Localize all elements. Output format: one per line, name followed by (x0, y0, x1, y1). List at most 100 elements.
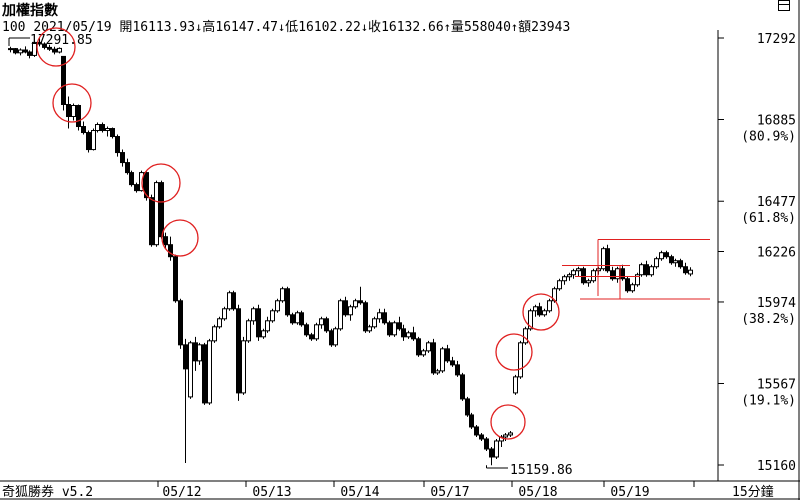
candle-body (479, 434, 484, 440)
candle-body (615, 268, 620, 280)
candle-body (518, 342, 523, 378)
candle-body (27, 51, 32, 56)
candle-body (76, 104, 81, 128)
candle-body (348, 306, 353, 316)
highlight-circle (161, 219, 199, 257)
candle-body (314, 324, 319, 340)
candle-body (86, 132, 91, 151)
candle-body (193, 342, 198, 362)
candle-body (460, 374, 465, 400)
candle-body (392, 322, 397, 336)
candle-body (406, 332, 411, 338)
candle-body (688, 269, 693, 275)
candle-body (251, 308, 256, 322)
candle-body (241, 340, 246, 394)
high-value: 16147.47 (215, 20, 278, 35)
instrument-code: 100 (2, 20, 26, 35)
highlight-circle (522, 293, 560, 331)
candle-body (207, 340, 212, 404)
candle-body (309, 334, 314, 340)
candle-body (261, 330, 266, 338)
candle-body (159, 182, 164, 238)
candle-body (129, 172, 134, 186)
candle-body (489, 448, 494, 458)
candle-body (625, 278, 630, 292)
candle-body (649, 266, 654, 276)
quote-info-bar: 100 2021/05/19 開16113.93↓高16147.47↓低1610… (2, 16, 570, 35)
candle-body (100, 124, 105, 132)
amount-value: 23943 (531, 20, 571, 35)
candle-body (256, 308, 261, 338)
candle-body (484, 438, 489, 450)
x-tick-label: 05/19 (610, 485, 649, 500)
x-tick-label: 05/12 (162, 485, 201, 500)
candle-body (144, 172, 149, 199)
instrument-title: 加權指數 (2, 3, 58, 19)
candle-body (542, 310, 547, 316)
candle-body (115, 136, 120, 154)
candle-body (494, 440, 499, 458)
candle-body (285, 288, 290, 316)
candle-body (338, 300, 343, 330)
y-tick-percent: (19.1%) (741, 393, 796, 408)
candle-body (42, 43, 47, 48)
candle-body (212, 326, 217, 342)
candle-body (591, 270, 596, 282)
candle-body (13, 48, 18, 54)
candle-body (52, 48, 57, 53)
candle-body (173, 256, 178, 302)
open-value: 16113.93 (132, 20, 196, 35)
low-value: 16102.22 (298, 20, 361, 35)
candle-body (635, 274, 640, 286)
candle-body (125, 162, 130, 174)
candle-body (358, 300, 363, 304)
candle-body (353, 300, 358, 308)
candle-body (416, 338, 421, 356)
candle-body (95, 124, 100, 132)
window-restore-icon[interactable] (778, 0, 790, 11)
candle-body (168, 244, 173, 258)
y-tick-percent: (80.9%) (741, 130, 796, 145)
high-label: 高 (202, 20, 216, 35)
candle-body (66, 103, 71, 118)
candle-body (678, 260, 683, 268)
candle-body (469, 414, 474, 428)
candle-body (620, 268, 625, 280)
candle-body (576, 268, 581, 272)
candle-body (270, 310, 275, 322)
candle-body (513, 376, 518, 394)
highlight-circle (141, 163, 181, 203)
candle-body (61, 55, 66, 105)
candle-body (299, 312, 304, 326)
y-tick-label: 15974 (757, 296, 796, 311)
candle-body (91, 130, 96, 151)
candle-body (188, 342, 193, 398)
interval-label[interactable]: 15分鐘 (732, 485, 774, 500)
candle-body (367, 326, 372, 332)
arrow-down-icon: ↓ (360, 20, 369, 34)
candle-body (81, 126, 86, 134)
brand-label: 奇狐勝券 v5.2 (2, 485, 94, 500)
candle-body (134, 184, 139, 192)
candle-body (231, 292, 236, 310)
candle-body (669, 256, 674, 264)
close-label: 收 (368, 20, 382, 35)
y-tick-label: 16226 (757, 246, 796, 261)
candle-body (246, 320, 251, 342)
candle-body (537, 306, 542, 316)
highlight-circle (36, 27, 76, 67)
low-annotation: 15159.86 (510, 463, 573, 478)
candle-body (18, 49, 23, 54)
y-tick-label: 17292 (757, 32, 796, 47)
amount-label: 額 (518, 20, 532, 35)
candle-body (8, 48, 13, 51)
candle-body (426, 342, 431, 352)
low-label: 低 (285, 20, 299, 35)
candle-body (163, 236, 168, 246)
candle-body (557, 280, 562, 290)
candle-body (639, 264, 644, 276)
candle-body (149, 197, 154, 246)
y-tick-label: 16477 (757, 195, 796, 210)
candle-body (71, 104, 76, 118)
